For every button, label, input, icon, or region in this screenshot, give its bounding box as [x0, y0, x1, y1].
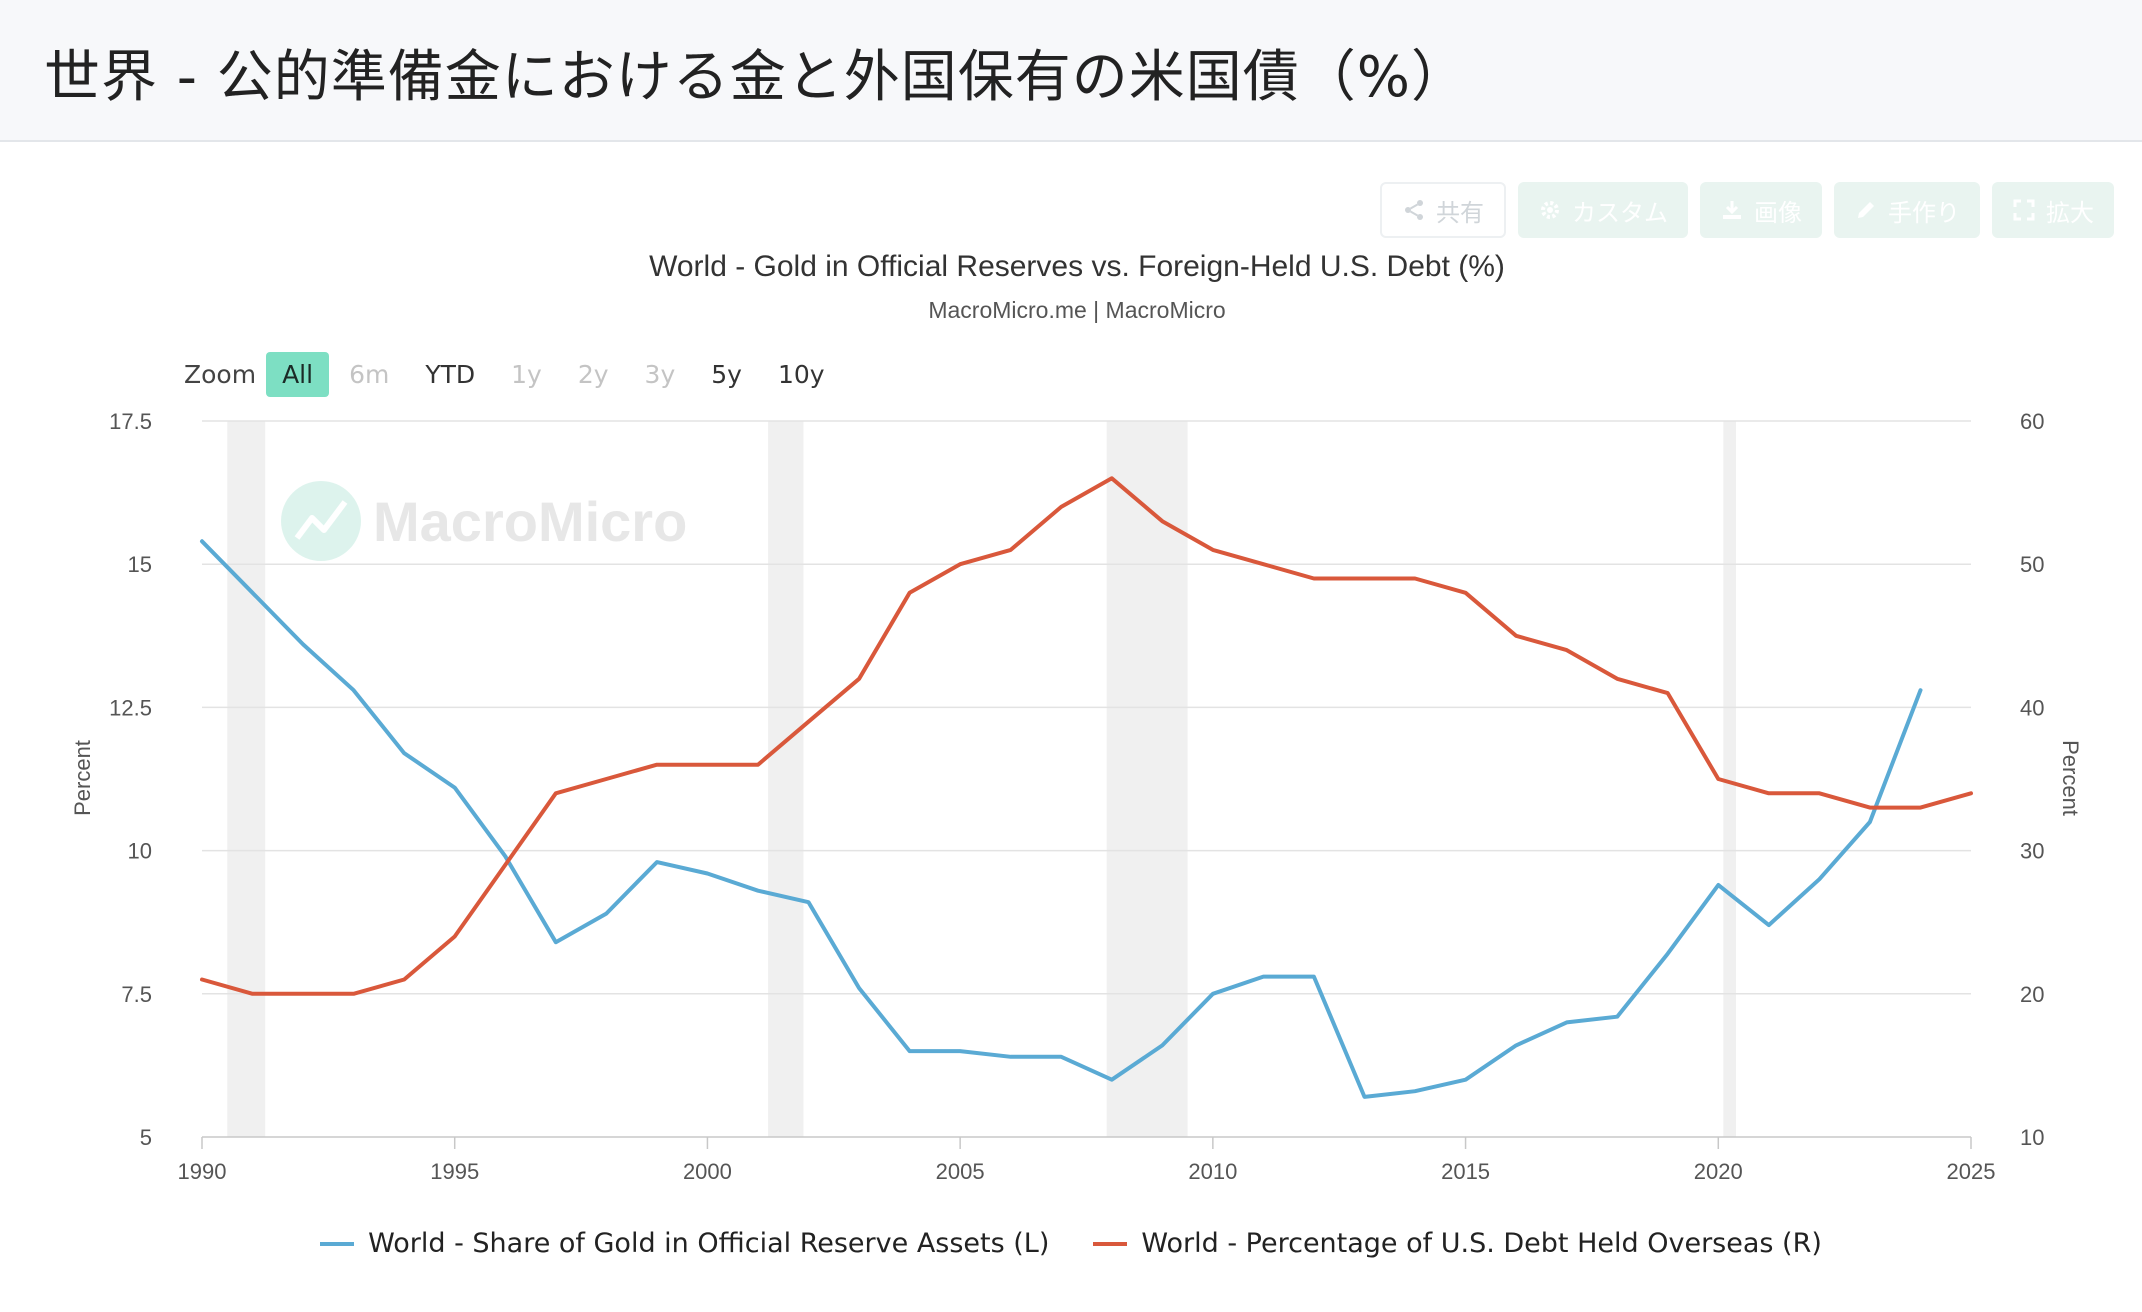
zoom-label: Zoom: [184, 360, 257, 389]
expand-button[interactable]: 拡大: [1992, 182, 2114, 238]
recession-band: [768, 421, 804, 1137]
zoom-1y-button[interactable]: 1y: [511, 360, 542, 389]
zoom-all-button[interactable]: All: [266, 352, 330, 397]
legend-swatch-us-debt-overseas: [1093, 1241, 1128, 1246]
expand-icon: [2013, 199, 2035, 221]
y-tick-label-left: 10: [128, 839, 152, 864]
legend-item-us-debt-overseas[interactable]: World - Percentage of U.S. Debt Held Ove…: [1093, 1228, 1822, 1259]
image-button-label: 画像: [1754, 198, 1802, 227]
x-tick-label: 2000: [683, 1159, 732, 1184]
recession-band: [1106, 421, 1188, 1137]
x-tick-label: 2010: [1188, 1159, 1237, 1184]
x-tick-label: 2015: [1441, 1159, 1490, 1184]
share-button-label: 共有: [1436, 198, 1484, 227]
chart-toolbar: 共有 カスタム 画像 手作り 拡大: [1380, 182, 2114, 238]
series-line-us-debt-overseas: [200, 476, 1973, 996]
x-tick-label: 2005: [936, 1159, 985, 1184]
y-axis-right-label: Percent: [2058, 740, 2083, 816]
handmade-button-label: 手作り: [1888, 198, 1960, 227]
legend-label-gold-share: World - Share of Gold in Official Reserv…: [368, 1228, 1050, 1259]
x-tick-label: 2020: [1694, 1159, 1743, 1184]
y-tick-label-left: 15: [128, 552, 152, 577]
zoom-bar: Zoom All 6m YTD 1y 2y 3y 5y 10y: [184, 352, 845, 397]
recession-band: [1723, 421, 1736, 1137]
series-lines: [200, 476, 1973, 1099]
x-tick-label: 1990: [178, 1159, 227, 1184]
custom-button-label: カスタム: [1572, 198, 1668, 227]
share-icon: [1405, 200, 1423, 220]
watermark-text: MacroMicro: [373, 490, 687, 553]
page-title: 世界 - 公的準備金における金と外国保有の米国債（%）: [44, 45, 1469, 110]
legend-item-gold-share[interactable]: World - Share of Gold in Official Reserv…: [320, 1228, 1049, 1259]
y-tick-label-right: 60: [2020, 409, 2044, 434]
y-tick-label-right: 20: [2020, 982, 2044, 1007]
chart-title: World - Gold in Official Reserves vs. Fo…: [649, 250, 1505, 283]
share-button[interactable]: 共有: [1380, 182, 1506, 238]
custom-button[interactable]: カスタム: [1518, 182, 1688, 238]
zoom-2y-button[interactable]: 2y: [577, 360, 609, 389]
x-tick-label: 2025: [1947, 1159, 1996, 1184]
x-tick-label: 1995: [430, 1159, 479, 1184]
y-tick-label-right: 10: [2020, 1125, 2044, 1150]
y-tick-label-left: 7.5: [121, 982, 152, 1007]
series-line-gold-share: [200, 539, 1923, 1099]
y-tick-label-left: 12.5: [109, 695, 152, 720]
y-tick-label-left: 5: [140, 1125, 152, 1150]
zoom-ytd-button[interactable]: YTD: [425, 360, 476, 389]
page-header: 世界 - 公的準備金における金と外国保有の米国債（%）: [0, 0, 2142, 142]
y-tick-label-left: 17.5: [109, 409, 152, 434]
download-icon: [1723, 201, 1741, 219]
recession-bands: [227, 421, 1736, 1137]
chart-legend: World - Share of Gold in Official Reserv…: [0, 1228, 2142, 1259]
watermark-logo-icon: [281, 481, 361, 561]
y-tick-label-right: 50: [2020, 552, 2044, 577]
image-download-button[interactable]: 画像: [1700, 182, 1822, 238]
gear-icon: [1541, 201, 1559, 219]
y-tick-label-right: 30: [2020, 839, 2044, 864]
watermark: MacroMicro: [281, 481, 687, 561]
chart-axes: 5 7.5 10 12.5 15 17.5 10 20 30 40 50 60 1990 1995 2000…: [109, 409, 2044, 1184]
y-tick-label-right: 40: [2020, 695, 2044, 720]
zoom-6m-button[interactable]: 6m: [349, 360, 390, 389]
zoom-5y-button[interactable]: 5y: [711, 360, 742, 389]
handmade-button[interactable]: 手作り: [1834, 182, 1980, 238]
grid-lines: [202, 420, 1971, 1138]
expand-button-label: 拡大: [2046, 198, 2094, 227]
zoom-10y-button[interactable]: 10y: [777, 360, 825, 389]
zoom-3y-button[interactable]: 3y: [644, 360, 676, 389]
legend-swatch-gold-share: [320, 1241, 355, 1246]
recession-band: [227, 421, 266, 1137]
y-axis-left-label: Percent: [70, 740, 95, 816]
pencil-icon: [1858, 202, 1874, 218]
legend-label-us-debt-overseas: World - Percentage of U.S. Debt Held Ove…: [1141, 1228, 1822, 1259]
chart-subtitle: MacroMicro.me | MacroMicro: [928, 297, 1225, 323]
